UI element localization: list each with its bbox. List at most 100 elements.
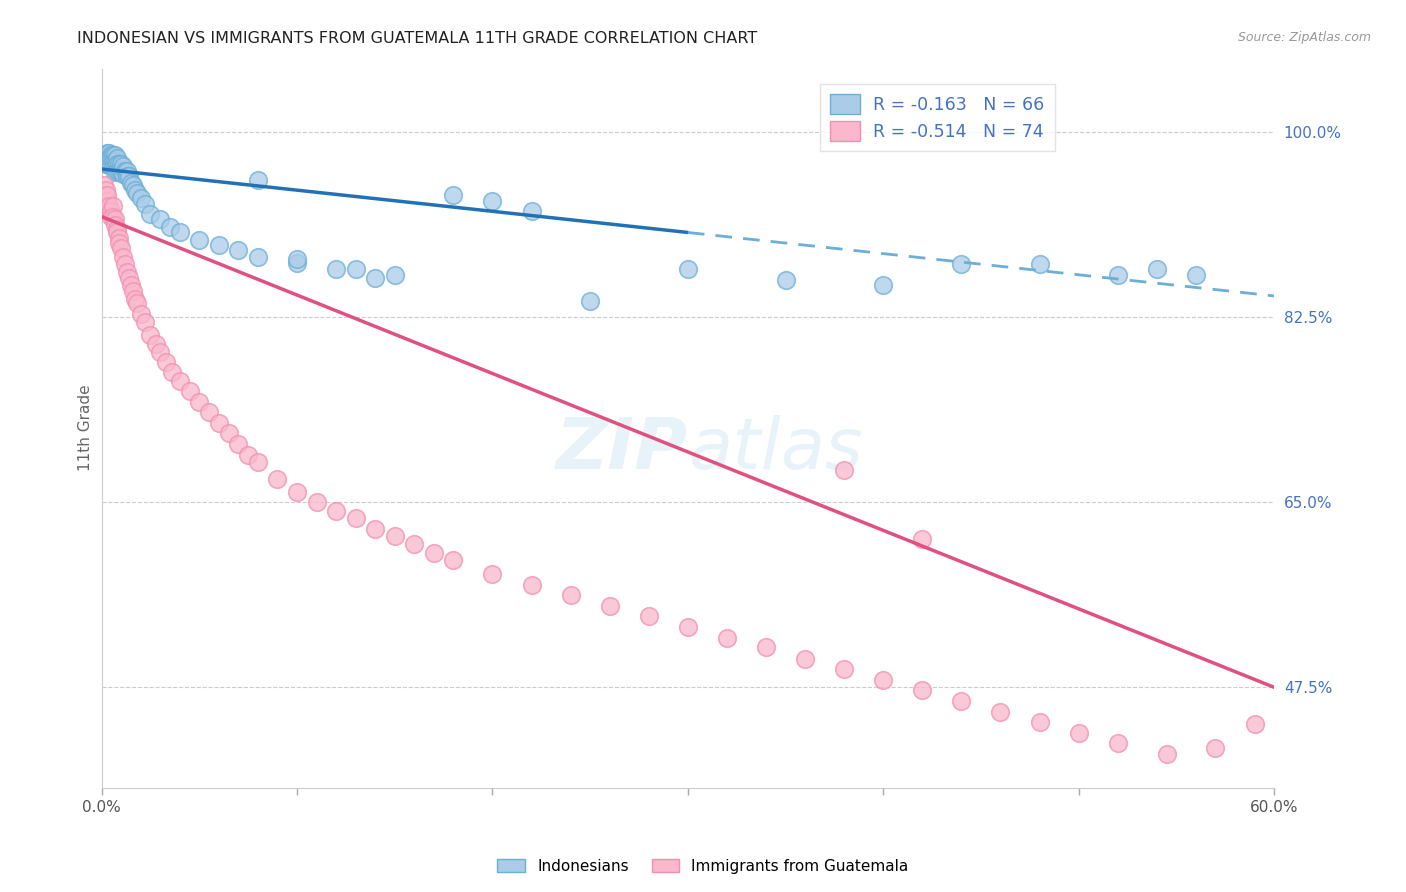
Point	[441, 188, 464, 202]
Point	[103, 199, 125, 213]
Point	[125, 186, 148, 201]
Point	[112, 167, 135, 181]
Point	[98, 199, 121, 213]
Point	[441, 553, 464, 567]
Point	[155, 354, 177, 368]
Point	[1107, 268, 1129, 282]
Point	[108, 231, 131, 245]
Point	[105, 152, 128, 166]
Point	[108, 235, 131, 250]
Point	[103, 160, 125, 174]
Point	[118, 169, 141, 184]
Point	[94, 183, 117, 197]
Point	[560, 588, 582, 602]
Point	[520, 204, 543, 219]
Point	[364, 271, 387, 285]
Point	[950, 694, 973, 708]
Point	[1243, 717, 1265, 731]
Point	[599, 599, 621, 613]
Point	[228, 244, 250, 258]
Point	[179, 384, 201, 398]
Point	[114, 257, 136, 271]
Point	[96, 157, 118, 171]
Point	[832, 463, 855, 477]
Point	[93, 152, 115, 166]
Point	[103, 210, 125, 224]
Point	[134, 197, 156, 211]
Point	[122, 284, 145, 298]
Point	[100, 152, 122, 166]
Point	[115, 264, 138, 278]
Point	[364, 522, 387, 536]
Point	[124, 183, 146, 197]
Point	[950, 257, 973, 271]
Point	[104, 160, 127, 174]
Point	[110, 157, 132, 171]
Point	[208, 238, 231, 252]
Text: ZIP: ZIP	[555, 415, 688, 484]
Point	[305, 495, 328, 509]
Point	[637, 609, 659, 624]
Point	[1028, 257, 1050, 271]
Point	[481, 194, 503, 208]
Point	[124, 292, 146, 306]
Point	[160, 365, 183, 379]
Point	[103, 148, 125, 162]
Legend: Indonesians, Immigrants from Guatemala: Indonesians, Immigrants from Guatemala	[491, 853, 915, 880]
Point	[96, 152, 118, 166]
Point	[246, 250, 269, 264]
Point	[108, 157, 131, 171]
Point	[98, 152, 121, 166]
Point	[104, 153, 127, 168]
Point	[990, 705, 1012, 719]
Point	[285, 252, 308, 266]
Point	[110, 164, 132, 178]
Point	[285, 256, 308, 270]
Point	[1107, 736, 1129, 750]
Point	[104, 211, 127, 226]
Point	[100, 204, 122, 219]
Point	[218, 426, 240, 441]
Point	[139, 207, 162, 221]
Point	[112, 250, 135, 264]
Point	[755, 640, 778, 654]
Point	[1156, 747, 1178, 761]
Point	[325, 262, 347, 277]
Point	[100, 159, 122, 173]
Point	[145, 336, 167, 351]
Point	[96, 146, 118, 161]
Point	[423, 546, 446, 560]
Point	[120, 278, 142, 293]
Point	[94, 157, 117, 171]
Text: Source: ZipAtlas.com: Source: ZipAtlas.com	[1237, 31, 1371, 45]
Text: INDONESIAN VS IMMIGRANTS FROM GUATEMALA 11TH GRADE CORRELATION CHART: INDONESIAN VS IMMIGRANTS FROM GUATEMALA …	[77, 31, 758, 46]
Point	[676, 620, 699, 634]
Point	[108, 164, 131, 178]
Point	[98, 204, 121, 219]
Point	[676, 262, 699, 277]
Point	[246, 172, 269, 186]
Point	[520, 577, 543, 591]
Point	[112, 159, 135, 173]
Point	[120, 176, 142, 190]
Point	[1067, 725, 1090, 739]
Point	[100, 210, 122, 224]
Point	[100, 148, 122, 162]
Y-axis label: 11th Grade: 11th Grade	[79, 384, 93, 472]
Point	[104, 218, 127, 232]
Point	[149, 345, 172, 359]
Point	[228, 437, 250, 451]
Legend: R = -0.163   N = 66, R = -0.514   N = 74: R = -0.163 N = 66, R = -0.514 N = 74	[820, 84, 1054, 152]
Point	[344, 511, 367, 525]
Point	[384, 529, 406, 543]
Point	[122, 178, 145, 192]
Point	[1204, 740, 1226, 755]
Point	[104, 148, 127, 162]
Point	[911, 683, 934, 698]
Point	[404, 537, 426, 551]
Point	[198, 405, 221, 419]
Point	[169, 374, 191, 388]
Point	[169, 226, 191, 240]
Point	[872, 673, 894, 687]
Point	[105, 164, 128, 178]
